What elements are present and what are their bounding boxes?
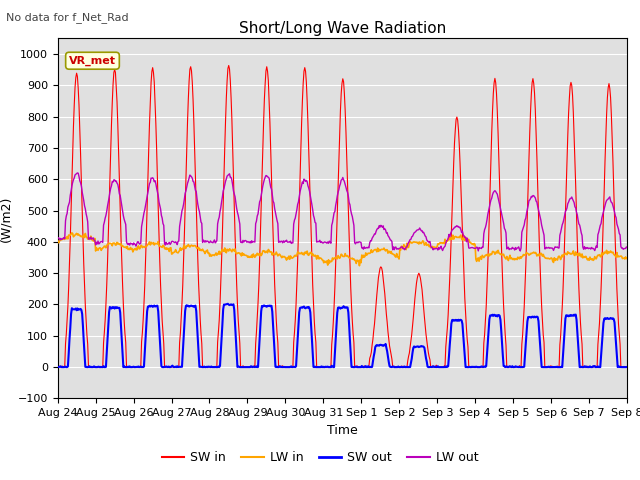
SW in (430, 364, 438, 370)
SW in (124, 364, 131, 370)
LW out (64, 204, 72, 210)
LW in (124, 243, 131, 249)
SW out (429, 363, 437, 369)
LW out (181, 191, 189, 196)
Title: Short/Long Wave Radiation: Short/Long Wave Radiation (239, 21, 446, 36)
Line: LW in: LW in (58, 233, 627, 266)
LW in (54, 238, 61, 243)
X-axis label: Time: Time (327, 424, 358, 437)
SW out (623, 364, 631, 370)
SW in (181, 204, 189, 209)
SW out (54, 364, 61, 370)
SW in (54, 364, 62, 370)
LW out (211, 240, 219, 246)
SW out (413, 344, 420, 349)
SW in (65, 284, 72, 289)
Line: LW out: LW out (58, 173, 627, 251)
LW out (516, 248, 524, 254)
SW out (64, 364, 72, 370)
Text: No data for f_Net_Rad: No data for f_Net_Rad (6, 12, 129, 23)
LW in (623, 256, 631, 262)
Y-axis label: (W/m2): (W/m2) (0, 195, 12, 241)
LW out (54, 235, 61, 241)
LW out (124, 241, 131, 247)
SW in (54, 364, 61, 370)
SW in (413, 276, 421, 281)
LW in (430, 244, 438, 250)
SW out (123, 364, 131, 370)
SW in (225, 62, 232, 68)
Line: SW out: SW out (58, 304, 627, 367)
LW out (623, 245, 631, 251)
SW out (224, 301, 232, 307)
SW in (623, 364, 631, 370)
LW in (211, 252, 219, 257)
LW in (181, 246, 189, 252)
Legend: SW in, LW in, SW out, LW out: SW in, LW in, SW out, LW out (157, 446, 483, 469)
LW in (64, 236, 72, 242)
SW out (211, 364, 218, 370)
Text: VR_met: VR_met (69, 56, 116, 66)
LW in (413, 240, 421, 246)
LW out (429, 247, 437, 252)
LW in (68, 230, 76, 236)
LW in (356, 263, 364, 269)
Line: SW in: SW in (58, 65, 627, 367)
LW out (413, 228, 420, 233)
SW in (211, 364, 219, 370)
LW out (74, 170, 81, 176)
SW out (180, 322, 188, 328)
